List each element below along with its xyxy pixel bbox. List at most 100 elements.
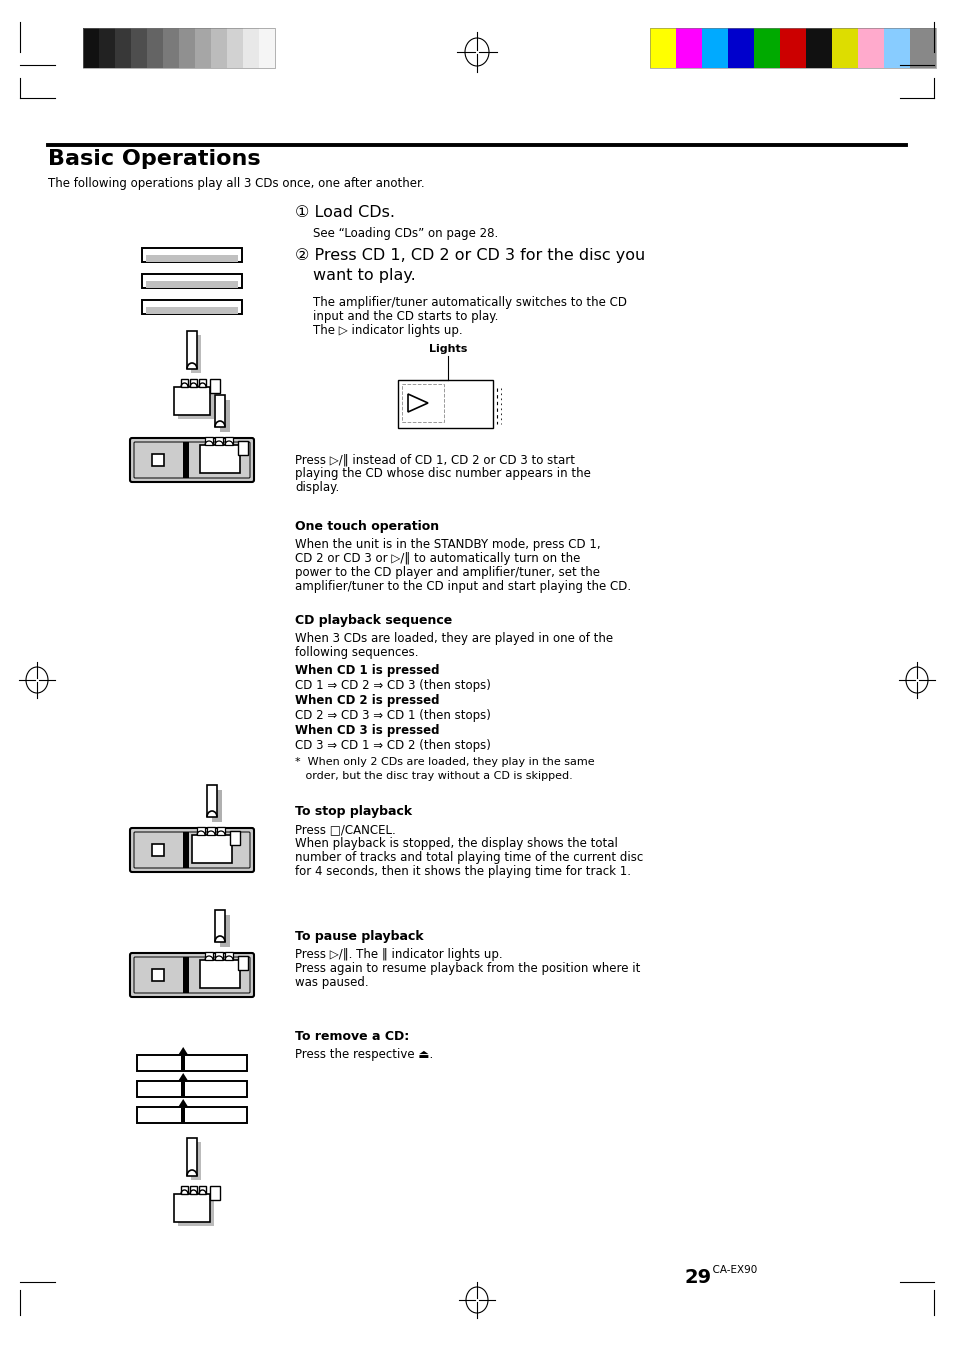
Bar	[178, 1198, 213, 1225]
Bar	[225, 436, 233, 444]
Text: The following operations play all 3 CDs once, one after another.: The following operations play all 3 CDs …	[48, 177, 424, 190]
Bar	[142, 300, 242, 313]
Text: When CD 1 is pressed: When CD 1 is pressed	[294, 663, 439, 677]
Bar	[192, 835, 232, 863]
Text: power to the CD player and amplifier/tuner, set the: power to the CD player and amplifier/tun…	[294, 566, 599, 580]
Text: To remove a CD:: To remove a CD:	[294, 1029, 409, 1043]
Bar	[183, 442, 189, 478]
Bar	[207, 785, 216, 817]
Bar	[225, 952, 233, 961]
Bar	[152, 969, 164, 981]
Bar	[205, 952, 213, 961]
Bar	[230, 831, 240, 844]
Text: Press ▷/‖ instead of CD 1, CD 2 or CD 3 to start: Press ▷/‖ instead of CD 1, CD 2 or CD 3 …	[294, 453, 575, 466]
Bar	[190, 380, 196, 386]
Text: number of tracks and total playing time of the current disc: number of tracks and total playing time …	[294, 851, 642, 865]
Bar	[727, 28, 753, 68]
Bar	[142, 274, 242, 288]
Text: The ▷ indicator lights up.: The ▷ indicator lights up.	[313, 324, 462, 336]
Text: ① Load CDs.: ① Load CDs.	[294, 205, 395, 220]
Bar	[228, 969, 232, 982]
FancyBboxPatch shape	[133, 442, 250, 478]
Polygon shape	[208, 842, 220, 858]
Polygon shape	[408, 394, 428, 412]
Text: want to play.: want to play.	[313, 267, 416, 282]
Bar	[210, 380, 220, 393]
Bar	[142, 249, 242, 262]
Bar	[115, 28, 131, 68]
Bar	[200, 444, 240, 473]
Text: Basic Operations: Basic Operations	[48, 149, 260, 169]
Bar	[214, 911, 225, 942]
Text: CD 2 ⇒ CD 3 ⇒ CD 1 (then stops): CD 2 ⇒ CD 3 ⇒ CD 1 (then stops)	[294, 709, 491, 721]
Bar	[181, 1082, 185, 1096]
Bar	[196, 840, 236, 867]
Bar	[146, 255, 237, 262]
Bar	[258, 28, 274, 68]
Bar	[649, 28, 676, 68]
Bar	[99, 28, 115, 68]
Bar	[212, 790, 222, 821]
Bar	[190, 1186, 196, 1194]
Text: *  When only 2 CDs are loaded, they play in the same: * When only 2 CDs are loaded, they play …	[294, 757, 594, 767]
Text: ② Press CD 1, CD 2 or CD 3 for the disc you: ② Press CD 1, CD 2 or CD 3 for the disc …	[294, 249, 644, 263]
Bar	[173, 386, 210, 415]
Text: CD playback sequence: CD playback sequence	[294, 613, 452, 627]
Text: To pause playback: To pause playback	[294, 929, 423, 943]
Text: input and the CD starts to play.: input and the CD starts to play.	[313, 309, 497, 323]
Text: playing the CD whose disc number appears in the: playing the CD whose disc number appears…	[294, 467, 590, 480]
Bar	[205, 965, 245, 993]
Text: Press the respective ⏏.: Press the respective ⏏.	[294, 1048, 433, 1061]
Bar	[214, 394, 225, 427]
Bar	[181, 1186, 188, 1194]
Bar	[857, 28, 883, 68]
Bar	[187, 331, 196, 369]
Bar	[199, 380, 206, 386]
Bar	[163, 28, 179, 68]
Bar	[243, 28, 258, 68]
Bar	[237, 957, 248, 970]
Text: CA-EX90: CA-EX90	[705, 1265, 757, 1275]
Bar	[205, 450, 245, 478]
Bar	[216, 827, 225, 835]
Text: CD 3 ⇒ CD 1 ⇒ CD 2 (then stops): CD 3 ⇒ CD 1 ⇒ CD 2 (then stops)	[294, 739, 491, 753]
Bar	[909, 28, 935, 68]
Bar	[223, 969, 226, 982]
Bar	[701, 28, 727, 68]
Bar	[831, 28, 857, 68]
Bar	[223, 453, 226, 467]
Bar	[173, 1194, 210, 1223]
Text: order, but the disc tray without a CD is skipped.: order, but the disc tray without a CD is…	[294, 771, 572, 781]
Polygon shape	[178, 1098, 188, 1106]
Bar	[137, 1055, 247, 1071]
Bar	[805, 28, 831, 68]
Bar	[179, 28, 194, 68]
Bar	[228, 453, 232, 467]
Text: following sequences.: following sequences.	[294, 646, 418, 659]
Bar	[883, 28, 909, 68]
Bar	[223, 843, 226, 857]
Bar	[191, 335, 201, 373]
Bar	[196, 827, 205, 835]
Bar	[178, 390, 213, 419]
Bar	[210, 1186, 220, 1200]
Bar	[205, 436, 213, 444]
Polygon shape	[208, 453, 220, 467]
Bar	[753, 28, 780, 68]
Bar	[146, 281, 237, 288]
Bar	[220, 915, 230, 947]
Bar	[152, 454, 164, 466]
Bar	[137, 1081, 247, 1097]
Text: Lights: Lights	[428, 345, 467, 354]
Bar	[676, 28, 701, 68]
Bar	[228, 843, 232, 857]
Text: Press □/CANCEL.: Press □/CANCEL.	[294, 823, 395, 836]
Text: When the unit is in the STANDBY mode, press CD 1,: When the unit is in the STANDBY mode, pr…	[294, 538, 600, 551]
FancyBboxPatch shape	[133, 957, 250, 993]
Text: amplifier/tuner to the CD input and start playing the CD.: amplifier/tuner to the CD input and star…	[294, 580, 631, 593]
Bar	[83, 28, 99, 68]
Bar	[780, 28, 805, 68]
Bar	[211, 28, 227, 68]
Bar	[227, 28, 243, 68]
Polygon shape	[178, 1073, 188, 1081]
